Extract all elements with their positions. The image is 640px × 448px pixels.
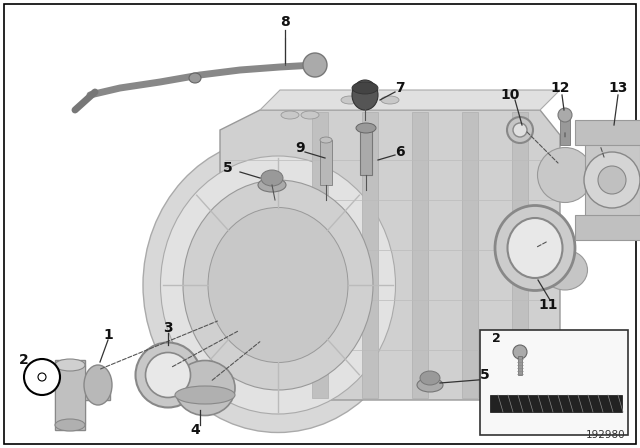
Ellipse shape bbox=[513, 345, 527, 359]
Polygon shape bbox=[512, 112, 528, 398]
Polygon shape bbox=[412, 112, 428, 398]
Circle shape bbox=[24, 359, 60, 395]
Ellipse shape bbox=[417, 378, 443, 392]
Ellipse shape bbox=[507, 117, 533, 143]
Ellipse shape bbox=[161, 156, 396, 414]
Ellipse shape bbox=[320, 137, 332, 143]
Text: 1: 1 bbox=[103, 328, 113, 342]
Ellipse shape bbox=[55, 359, 85, 371]
Ellipse shape bbox=[513, 123, 527, 137]
Text: 8: 8 bbox=[280, 15, 290, 29]
Text: 5: 5 bbox=[223, 161, 233, 175]
Ellipse shape bbox=[301, 111, 319, 119]
Polygon shape bbox=[575, 215, 640, 240]
Ellipse shape bbox=[538, 147, 593, 202]
Polygon shape bbox=[55, 365, 85, 425]
Ellipse shape bbox=[356, 123, 376, 133]
Ellipse shape bbox=[175, 386, 235, 404]
Ellipse shape bbox=[208, 207, 348, 362]
Ellipse shape bbox=[341, 96, 359, 104]
Polygon shape bbox=[260, 90, 560, 110]
Ellipse shape bbox=[281, 111, 299, 119]
Polygon shape bbox=[490, 395, 622, 412]
Ellipse shape bbox=[84, 365, 112, 405]
Ellipse shape bbox=[55, 419, 85, 431]
Polygon shape bbox=[320, 140, 332, 185]
Circle shape bbox=[598, 166, 626, 194]
Polygon shape bbox=[360, 130, 372, 175]
Ellipse shape bbox=[136, 343, 200, 408]
Text: 7: 7 bbox=[395, 81, 405, 95]
Ellipse shape bbox=[183, 180, 373, 390]
Polygon shape bbox=[462, 112, 478, 398]
Polygon shape bbox=[560, 115, 570, 145]
Ellipse shape bbox=[508, 218, 563, 278]
Text: 2: 2 bbox=[492, 332, 500, 345]
Ellipse shape bbox=[420, 371, 440, 385]
Polygon shape bbox=[312, 112, 328, 398]
Polygon shape bbox=[220, 110, 560, 400]
Ellipse shape bbox=[189, 73, 201, 83]
Text: 192980: 192980 bbox=[586, 430, 625, 440]
Text: 10: 10 bbox=[500, 88, 520, 102]
Text: 9: 9 bbox=[295, 141, 305, 155]
Text: 5: 5 bbox=[480, 368, 490, 382]
Ellipse shape bbox=[352, 80, 378, 110]
Bar bbox=[480, 330, 628, 435]
Ellipse shape bbox=[175, 361, 235, 415]
Ellipse shape bbox=[143, 138, 413, 432]
Ellipse shape bbox=[145, 353, 191, 397]
Text: 2: 2 bbox=[19, 353, 29, 367]
Polygon shape bbox=[362, 112, 378, 398]
Ellipse shape bbox=[558, 108, 572, 122]
Ellipse shape bbox=[352, 82, 378, 94]
Text: 11: 11 bbox=[538, 298, 557, 312]
Ellipse shape bbox=[495, 206, 575, 290]
Text: 12: 12 bbox=[550, 81, 570, 95]
Ellipse shape bbox=[543, 250, 588, 290]
Circle shape bbox=[303, 53, 327, 77]
Text: 3: 3 bbox=[163, 321, 173, 335]
Ellipse shape bbox=[258, 178, 286, 192]
Polygon shape bbox=[55, 360, 110, 430]
Text: 4: 4 bbox=[190, 423, 200, 437]
Polygon shape bbox=[518, 356, 522, 375]
Text: 6: 6 bbox=[395, 145, 405, 159]
Text: 13: 13 bbox=[608, 81, 628, 95]
Circle shape bbox=[584, 152, 640, 208]
Ellipse shape bbox=[381, 96, 399, 104]
Polygon shape bbox=[575, 120, 640, 145]
Polygon shape bbox=[585, 130, 640, 230]
Ellipse shape bbox=[261, 170, 283, 186]
